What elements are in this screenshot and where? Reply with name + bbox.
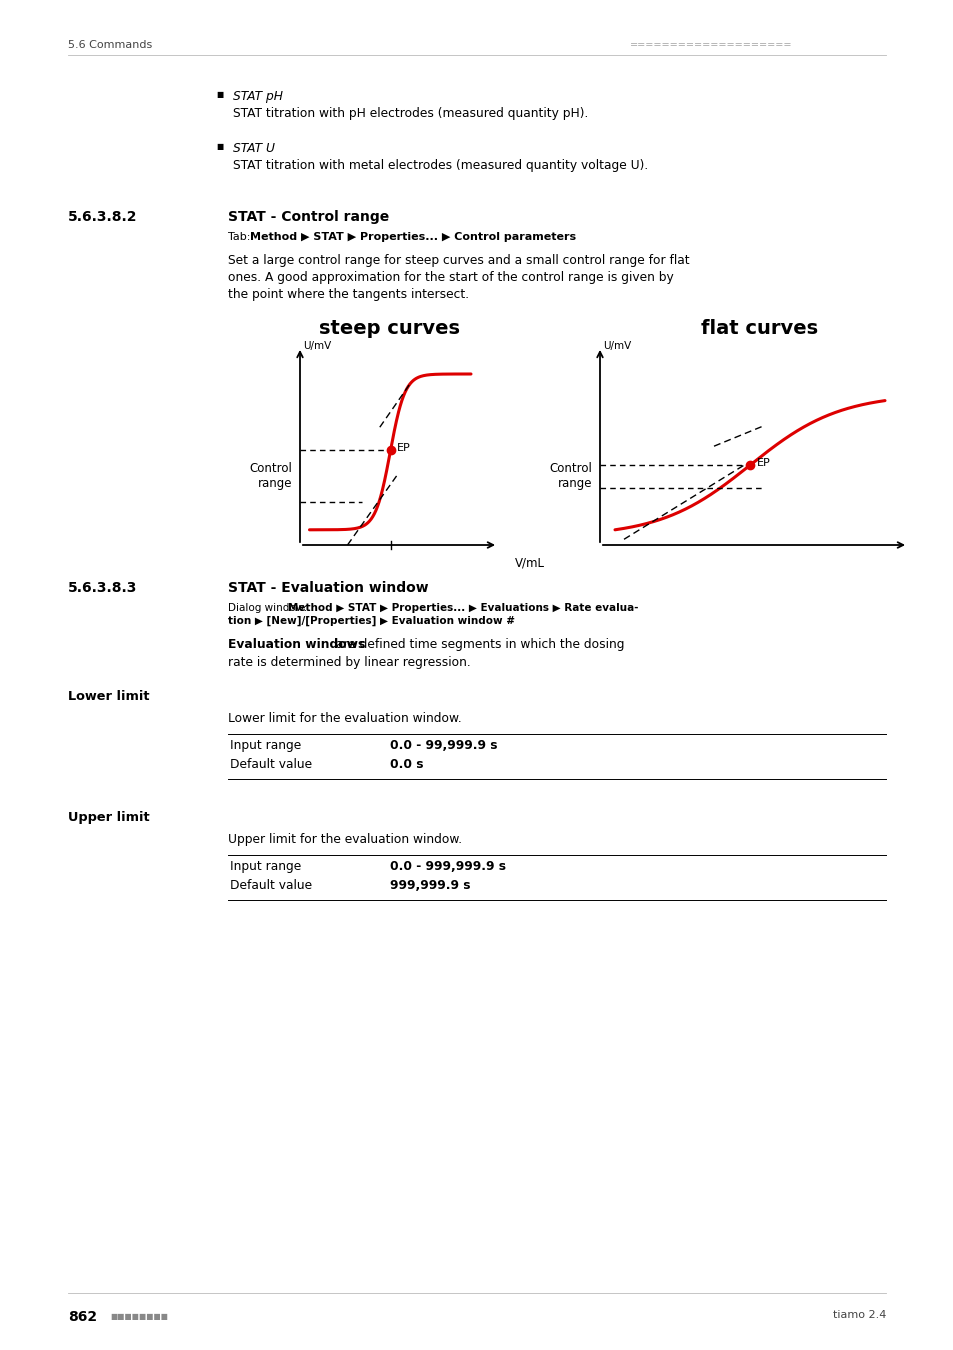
Text: Control
range: Control range (249, 462, 292, 490)
Text: Upper limit for the evaluation window.: Upper limit for the evaluation window. (228, 833, 461, 846)
Text: rate is determined by linear regression.: rate is determined by linear regression. (228, 656, 470, 670)
Text: Evaluation windows: Evaluation windows (228, 639, 365, 651)
Text: Set a large control range for steep curves and a small control range for flat: Set a large control range for steep curv… (228, 254, 689, 267)
Text: Dialog window:: Dialog window: (228, 603, 310, 613)
Text: U/mV: U/mV (602, 342, 631, 351)
Text: flat curves: flat curves (700, 319, 818, 338)
Text: 5.6.3.8.3: 5.6.3.8.3 (68, 580, 137, 595)
Text: Default value: Default value (230, 879, 312, 892)
Text: ones. A good approximation for the start of the control range is given by: ones. A good approximation for the start… (228, 271, 673, 284)
Text: EP: EP (756, 458, 769, 468)
Text: STAT - Evaluation window: STAT - Evaluation window (228, 580, 428, 595)
Text: V/mL: V/mL (515, 558, 544, 570)
Text: Method ▶ STAT ▶ Properties... ▶ Control parameters: Method ▶ STAT ▶ Properties... ▶ Control … (250, 232, 576, 242)
Text: tiamo 2.4: tiamo 2.4 (832, 1310, 885, 1320)
Text: Control
range: Control range (549, 462, 592, 490)
Text: ■: ■ (215, 90, 223, 99)
Text: 5.6 Commands: 5.6 Commands (68, 40, 152, 50)
Text: ====================: ==================== (629, 40, 792, 50)
Text: 0.0 - 999,999.9 s: 0.0 - 999,999.9 s (390, 860, 505, 873)
Text: are defined time segments in which the dosing: are defined time segments in which the d… (332, 639, 624, 651)
Text: Default value: Default value (230, 757, 312, 771)
Text: U/mV: U/mV (303, 342, 331, 351)
Text: Method ▶ STAT ▶ Properties... ▶ Evaluations ▶ Rate evalua-: Method ▶ STAT ▶ Properties... ▶ Evaluati… (288, 603, 638, 613)
Text: STAT titration with metal electrodes (measured quantity voltage U).: STAT titration with metal electrodes (me… (233, 159, 648, 171)
Text: 5.6.3.8.2: 5.6.3.8.2 (68, 211, 137, 224)
Text: ■: ■ (215, 142, 223, 151)
Text: 0.0 - 99,999.9 s: 0.0 - 99,999.9 s (390, 738, 497, 752)
Text: EP: EP (396, 443, 410, 454)
Text: ■■■■■■■■: ■■■■■■■■ (110, 1312, 168, 1322)
Text: Input range: Input range (230, 738, 301, 752)
Text: 0.0 s: 0.0 s (390, 757, 423, 771)
Text: STAT pH: STAT pH (233, 90, 283, 103)
Text: the point where the tangents intersect.: the point where the tangents intersect. (228, 288, 469, 301)
Text: Input range: Input range (230, 860, 301, 873)
Text: Upper limit: Upper limit (68, 811, 150, 824)
Text: tion ▶ [New]/[Properties] ▶ Evaluation window #: tion ▶ [New]/[Properties] ▶ Evaluation w… (228, 616, 515, 626)
Text: STAT titration with pH electrodes (measured quantity pH).: STAT titration with pH electrodes (measu… (233, 107, 588, 120)
Text: 999,999.9 s: 999,999.9 s (390, 879, 470, 892)
Text: STAT U: STAT U (233, 142, 274, 155)
Text: Lower limit: Lower limit (68, 690, 150, 703)
Text: STAT - Control range: STAT - Control range (228, 211, 389, 224)
Text: Tab:: Tab: (228, 232, 253, 242)
Text: Lower limit for the evaluation window.: Lower limit for the evaluation window. (228, 711, 461, 725)
Text: 862: 862 (68, 1310, 97, 1324)
Text: steep curves: steep curves (319, 319, 460, 338)
